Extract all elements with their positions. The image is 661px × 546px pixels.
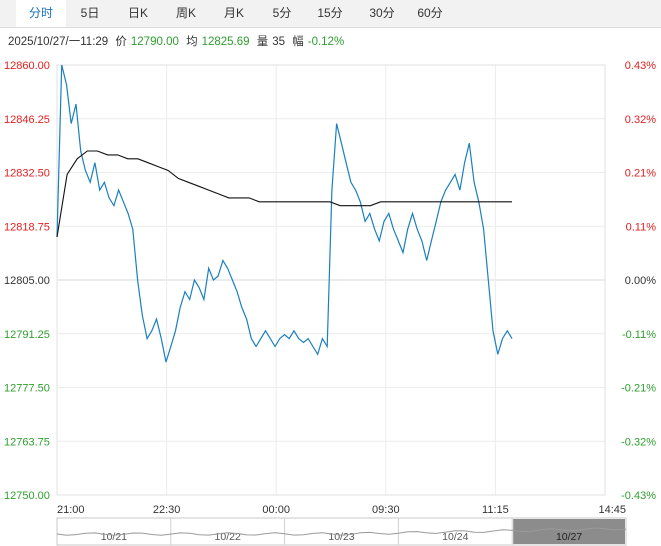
tab-5min[interactable]: 5分 (272, 6, 292, 20)
x-tick: 21:00 (57, 504, 85, 516)
y-tick-left: 12818.75 (4, 221, 50, 233)
scroller-date-label: 10/23 (328, 531, 354, 543)
chart-frame (56, 64, 606, 496)
tab-60min[interactable]: 60分 (417, 6, 443, 20)
y-axis-left: 12860.00 12846.25 12832.50 12818.75 12805.00… (4, 60, 50, 502)
y-tick-left: 12860.00 (4, 60, 50, 72)
y-tick-left: 12805.00 (4, 275, 50, 287)
scroller-trend-line (56, 527, 627, 536)
average-series-line (56, 150, 512, 238)
scroller-date-label: 10/24 (442, 531, 468, 543)
x-axis: 21:00 22:30 00:00 09:30 11:15 14:45 (57, 504, 626, 516)
change-value: -0.12% (307, 36, 345, 48)
price-label: 价 (115, 36, 127, 48)
tab-monthly-k[interactable]: 月K (223, 6, 244, 20)
avg-label: 均 (186, 36, 198, 48)
price-value: 12790.00 (130, 36, 179, 48)
scroller-date-label: 10/27 (556, 531, 582, 543)
volume-value: 35 (272, 36, 286, 48)
y-tick-right: -0.43% (621, 490, 656, 502)
chart-lines (56, 64, 513, 363)
tab-daily-k[interactable]: 日K (127, 6, 148, 20)
y-tick-left: 12846.25 (4, 114, 50, 126)
x-tick: 09:30 (372, 504, 400, 516)
date-scroller[interactable]: 10/21 10/22 10/23 10/24 10/27 (56, 517, 627, 546)
change-label: 幅 (292, 36, 304, 48)
tab-15min[interactable]: 15分 (317, 6, 343, 20)
chart-grid (56, 64, 606, 496)
y-tick-right: 0.21% (625, 168, 656, 180)
price-series-line (56, 64, 513, 363)
quote-datetime: 2025/10/27/一11:29 (8, 36, 109, 48)
tab-intraday[interactable]: 分时 (16, 0, 66, 27)
y-tick-right: -0.21% (621, 383, 656, 395)
period-tab-bar: 分时 5日 日K 周K 月K 5分 15分 30分 60分 (0, 0, 661, 28)
y-tick-right: 0.00% (625, 275, 656, 287)
y-tick-left: 12832.50 (4, 168, 50, 180)
tab-weekly-k[interactable]: 周K (175, 6, 196, 20)
x-tick: 22:30 (153, 504, 181, 516)
tab-5day[interactable]: 5日 (80, 6, 100, 20)
y-tick-right: 0.32% (625, 114, 656, 126)
y-tick-right: -0.32% (621, 436, 656, 448)
y-tick-right: 0.11% (626, 221, 657, 233)
x-tick: 14:45 (598, 504, 626, 516)
y-axis-right: 0.43% 0.32% 0.21% 0.11% 0.00% -0.11% -0.21% -0.… (621, 60, 656, 502)
y-tick-left: 12791.25 (4, 329, 50, 341)
scroller-date-label: 10/21 (101, 531, 127, 543)
y-tick-left: 12763.75 (4, 436, 50, 448)
y-tick-right: 0.43% (625, 60, 656, 72)
y-tick-left: 12750.00 (4, 490, 50, 502)
avg-value: 12825.69 (201, 36, 250, 48)
y-tick-left: 12777.50 (4, 383, 50, 395)
x-tick: 11:15 (482, 504, 509, 516)
y-tick-right: -0.11% (622, 329, 656, 341)
volume-label: 量 (256, 36, 269, 48)
x-tick: 00:00 (262, 504, 290, 516)
tab-30min[interactable]: 30分 (369, 6, 395, 20)
